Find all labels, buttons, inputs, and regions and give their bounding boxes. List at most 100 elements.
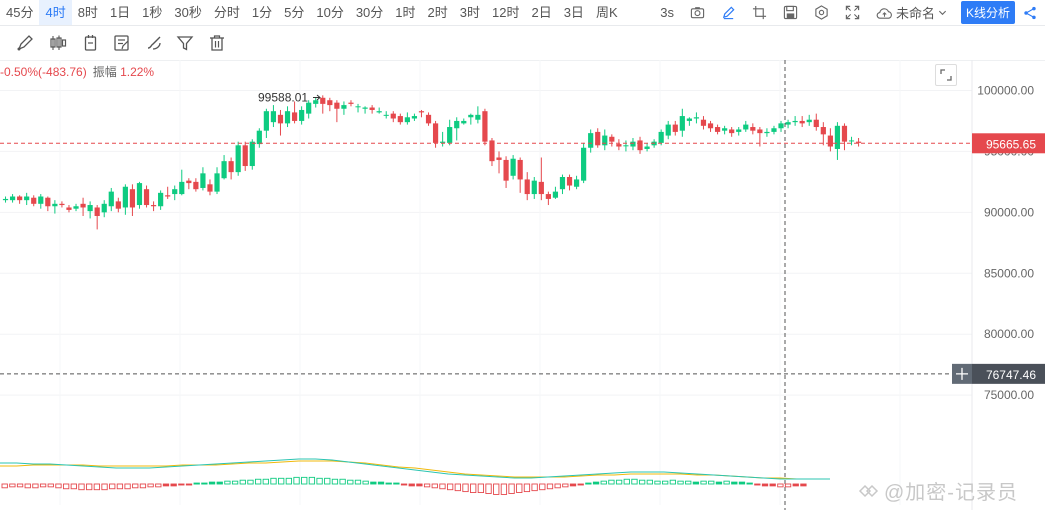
candle-body — [841, 125, 848, 142]
macd-histogram-bar — [715, 481, 723, 485]
macd-histogram-bar — [754, 483, 761, 486]
interval-tab[interactable]: 周K — [595, 5, 618, 20]
price-legend: -0.50%(-483.76) 振幅 1.22% — [0, 63, 154, 80]
interval-tab[interactable]: 分时 — [213, 5, 240, 20]
crop-icon[interactable] — [744, 0, 775, 25]
macd-histogram-bar — [738, 481, 746, 485]
macd-histogram-bar — [308, 476, 316, 485]
candle-body — [440, 141, 446, 143]
macd-histogram-bar — [47, 483, 54, 488]
candle-body — [200, 173, 206, 188]
candle-body — [573, 179, 580, 187]
candle-body — [362, 107, 368, 109]
macd-histogram-bar — [293, 476, 300, 485]
pen-icon[interactable] — [713, 0, 744, 25]
macd-dif-line — [0, 458, 830, 480]
candlestick-chart[interactable]: 100000.0095000.0090000.0085000.0080000.0… — [0, 60, 1045, 510]
candle-body — [383, 114, 389, 116]
candle-body — [186, 180, 192, 184]
refresh-rate-label: 3s — [660, 5, 674, 20]
interval-tab[interactable]: 2时 — [427, 5, 448, 20]
macd-histogram-bar — [562, 483, 569, 488]
interval-tab[interactable]: 2日 — [531, 5, 552, 20]
ruler-icon[interactable] — [82, 34, 100, 52]
chart-expand-button[interactable] — [935, 64, 957, 86]
interval-tab[interactable]: 1分 — [251, 5, 273, 20]
candle-body — [785, 122, 791, 125]
candle-body — [228, 161, 234, 173]
candle-body — [665, 124, 671, 136]
interval-tab[interactable]: 1日 — [109, 5, 131, 20]
macd-histogram-bar — [155, 483, 162, 488]
macd-histogram-bar — [385, 482, 392, 485]
save-icon[interactable] — [775, 0, 806, 25]
note-icon[interactable] — [113, 34, 131, 52]
candle-body — [306, 102, 312, 114]
candle-body — [447, 127, 453, 143]
trash-icon[interactable] — [208, 34, 226, 52]
candle-body — [80, 203, 86, 208]
candle-body — [729, 129, 735, 134]
settings-icon[interactable] — [806, 0, 837, 25]
candle-body — [87, 205, 93, 212]
macd-histogram-bar — [32, 483, 39, 489]
interval-tab[interactable]: 1时 — [395, 5, 416, 20]
fullscreen-icon[interactable] — [837, 0, 868, 25]
candle-body — [820, 127, 826, 135]
watermark: @加密-记录员 — [858, 476, 1018, 505]
candle-body — [552, 191, 559, 198]
filter-icon[interactable] — [176, 34, 194, 52]
macd-histogram-bar — [493, 483, 500, 495]
macd-histogram-bar — [70, 483, 77, 490]
macd-histogram-bar — [24, 483, 31, 489]
candle-body — [679, 116, 685, 131]
refresh-rate-button[interactable]: 3s — [652, 0, 682, 25]
brush-icon[interactable] — [145, 34, 163, 52]
macd-histogram-bar — [170, 483, 177, 487]
candle-body — [834, 125, 841, 149]
camera-icon[interactable] — [682, 0, 713, 25]
macd-histogram-bar — [708, 480, 715, 485]
macd-histogram-bar — [78, 483, 85, 491]
interval-tab[interactable]: 30分 — [355, 5, 384, 20]
macd-histogram-bar — [585, 482, 592, 485]
candle-body — [179, 181, 185, 195]
candle-body — [327, 100, 333, 106]
macd-histogram-bar — [777, 483, 784, 488]
k-analysis-button[interactable]: K线分析 — [960, 1, 1015, 24]
interval-tab[interactable]: 1秒 — [142, 5, 163, 20]
macd-histogram-bar — [39, 483, 47, 488]
macd-histogram-bar — [485, 483, 492, 494]
candle-body — [524, 179, 530, 195]
macd-histogram-bar — [1, 483, 8, 489]
interval-tab[interactable]: 8时 — [77, 5, 98, 20]
interval-tab[interactable]: 3日 — [563, 5, 584, 20]
drawing-toolbar — [0, 26, 1045, 61]
candle-icon[interactable] — [49, 34, 67, 52]
interval-tab[interactable]: 45分 — [6, 5, 34, 20]
interval-tab[interactable]: 5分 — [284, 5, 305, 20]
macd-histogram-bar — [354, 479, 362, 485]
interval-tab[interactable]: 4时 — [39, 0, 72, 25]
candle-body — [249, 141, 255, 167]
line-draw-icon[interactable] — [16, 34, 34, 52]
macd-histogram-bar — [792, 483, 799, 487]
interval-tab[interactable]: 30秒 — [174, 5, 202, 20]
macd-histogram-bar — [86, 483, 93, 491]
candle-body — [59, 203, 65, 206]
macd-histogram-bar — [431, 483, 438, 489]
candle-body — [94, 207, 100, 216]
candle-body — [616, 144, 622, 147]
interval-tab[interactable]: 12时 — [492, 5, 520, 20]
candle-body — [165, 195, 171, 197]
macd-histogram-bar — [316, 477, 323, 485]
macd-histogram-bar — [723, 480, 730, 485]
interval-tab[interactable]: 10分 — [316, 5, 344, 20]
interval-tab[interactable]: 3时 — [459, 5, 480, 20]
macd-histogram-bar — [746, 482, 753, 485]
layout-dropdown[interactable]: 未命名 — [868, 0, 955, 25]
candle-body — [630, 141, 636, 147]
crosshair-price-label: 76747.46 — [986, 368, 1036, 382]
macd-histogram-bar — [362, 480, 369, 485]
share-icon[interactable] — [1021, 0, 1045, 25]
